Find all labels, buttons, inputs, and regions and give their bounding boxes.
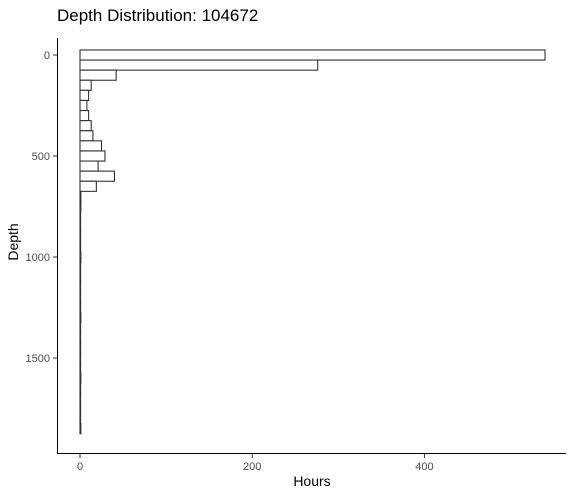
x-tick-label: 200 bbox=[243, 461, 261, 473]
y-tick-label: 1500 bbox=[26, 353, 50, 365]
bar-depth-850 bbox=[79, 221, 82, 233]
y-tick-label: 1000 bbox=[26, 252, 50, 264]
chart-title: Depth Distribution: 104672 bbox=[57, 6, 258, 25]
bar-depth-350 bbox=[79, 120, 92, 132]
bar-depth-1200 bbox=[79, 291, 82, 304]
bar-depth-1350 bbox=[79, 322, 82, 334]
bar-depth-1300 bbox=[79, 311, 82, 324]
bar-depth-1850 bbox=[79, 423, 82, 435]
y-axis-title: Depth bbox=[5, 223, 21, 260]
bar-depth-550 bbox=[79, 160, 99, 172]
bar-depth-1550 bbox=[79, 362, 82, 374]
bar-depth-300 bbox=[79, 110, 90, 122]
bar-depth-1150 bbox=[79, 281, 82, 293]
bar-depth-900 bbox=[79, 231, 82, 243]
bar-depth-0 bbox=[79, 49, 546, 61]
bar-depth-1250 bbox=[79, 301, 82, 314]
bar-depth-200 bbox=[79, 89, 90, 101]
y-tick-label: 500 bbox=[32, 151, 50, 163]
bar-depth-1000 bbox=[79, 251, 82, 263]
bar-depth-1650 bbox=[79, 382, 82, 394]
bar-depth-1450 bbox=[79, 342, 82, 354]
bar-depth-800 bbox=[79, 211, 82, 223]
x-tick-label: 0 bbox=[77, 461, 83, 473]
bar-depth-1100 bbox=[79, 271, 82, 283]
bar-depth-950 bbox=[79, 241, 82, 253]
bar-depth-150 bbox=[79, 79, 92, 91]
bar-depth-600 bbox=[79, 170, 115, 182]
bar-depth-1600 bbox=[79, 372, 82, 384]
bar-depth-650 bbox=[79, 180, 97, 192]
bar-depth-700 bbox=[79, 190, 82, 203]
bar-depth-100 bbox=[79, 69, 117, 81]
bar-depth-1750 bbox=[79, 402, 82, 415]
bar-depth-1700 bbox=[79, 392, 82, 405]
bar-depth-250 bbox=[79, 99, 88, 112]
bar-depth-1500 bbox=[79, 352, 82, 364]
bar-depth-450 bbox=[79, 140, 103, 152]
y-tick-label: 0 bbox=[44, 50, 50, 62]
x-ticks-group: 0 200 400 bbox=[77, 454, 434, 473]
bar-depth-750 bbox=[79, 200, 82, 213]
x-axis-title: Hours bbox=[293, 473, 330, 489]
bar-depth-50 bbox=[79, 59, 319, 71]
y-ticks-group: 0 500 1000 1500 bbox=[26, 50, 57, 365]
bar-depth-1400 bbox=[79, 332, 82, 344]
bar-depth-400 bbox=[79, 130, 94, 142]
bars-group bbox=[79, 49, 546, 435]
x-tick-label: 400 bbox=[415, 461, 433, 473]
bar-depth-1800 bbox=[79, 412, 82, 425]
bar-depth-1050 bbox=[79, 261, 82, 273]
bar-depth-500 bbox=[79, 150, 106, 162]
